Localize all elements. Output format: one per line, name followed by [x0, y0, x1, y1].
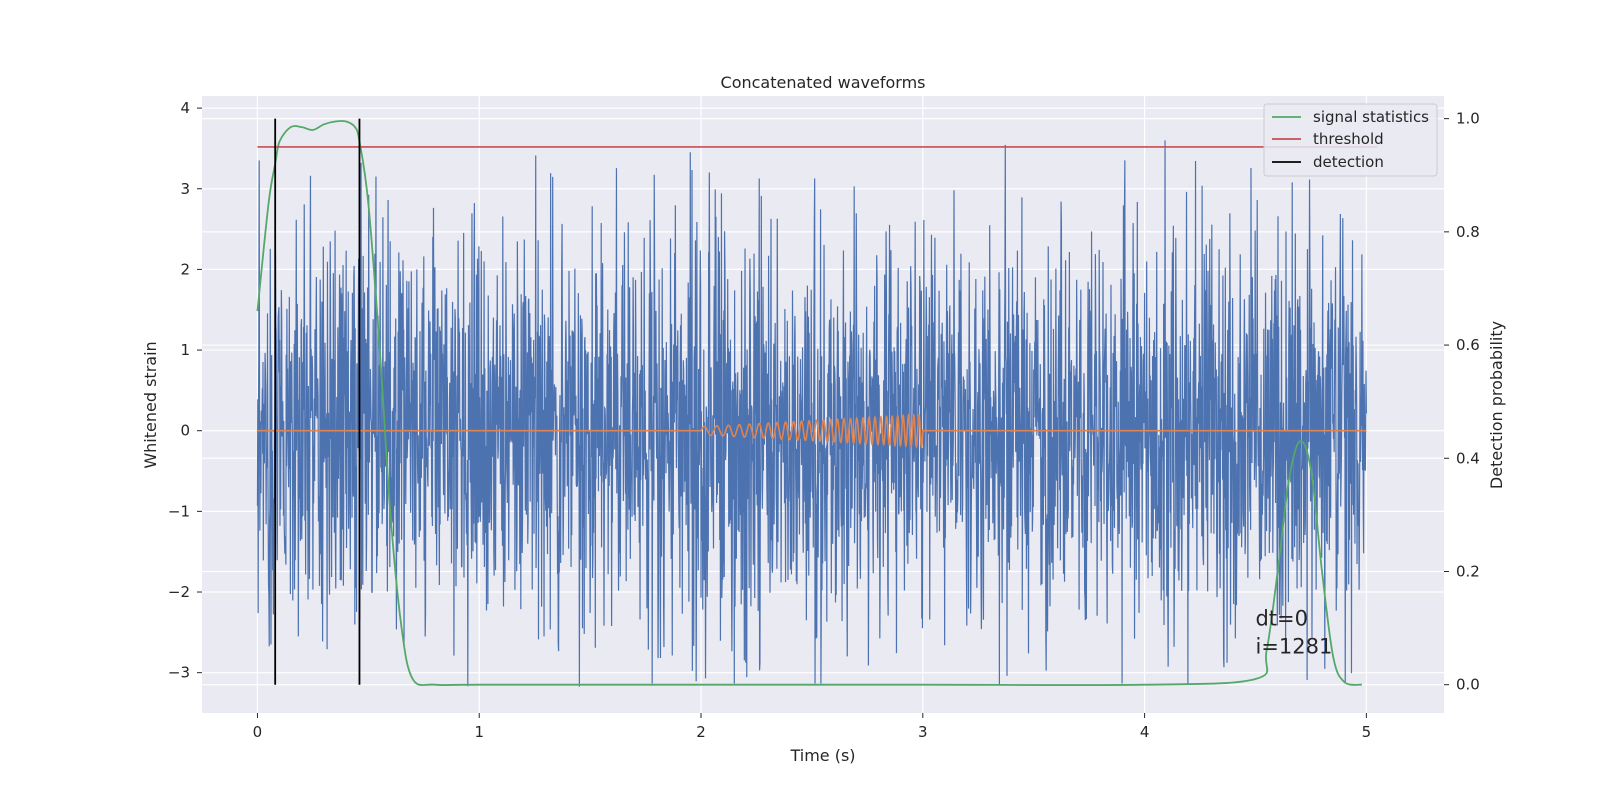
y-tick-label: −3 [168, 664, 190, 682]
annotation-dt: dt=0 [1255, 606, 1308, 630]
y-right-tick-label: 0.4 [1456, 449, 1480, 467]
series-whitened-noise [256, 140, 1367, 687]
y-tick-label: 2 [180, 260, 190, 278]
x-tick-label: 2 [696, 723, 706, 741]
ticks: 0 1 2 3 4 5 −3 −2 −1 0 1 2 3 4 0.0 0.2 0.4 0.6 0.8 1.0 [168, 99, 1480, 741]
legend-box [1263, 103, 1438, 177]
x-tick-label: 3 [918, 723, 928, 741]
x-axis-title: Time (s) [789, 746, 855, 765]
y-right-tick-label: 0.2 [1456, 562, 1480, 580]
legend: signal statistics threshold detection [1263, 103, 1438, 177]
x-tick-label: 4 [1140, 723, 1150, 741]
x-tick-label: 5 [1362, 723, 1372, 741]
annotations: dt=0 i=1281 [1255, 606, 1332, 658]
annotation-index: i=1281 [1255, 635, 1332, 659]
series-layer [256, 118, 1378, 687]
y-right-tick-label: 0.8 [1456, 223, 1480, 241]
y-axis-title: Whitened strain [141, 341, 160, 468]
y-tick-label: 1 [180, 341, 190, 359]
y-right-tick-label: 1.0 [1456, 110, 1480, 128]
series-signal-statistics [256, 120, 1363, 687]
y-tick-label: 0 [180, 422, 190, 440]
y-tick-label: 4 [180, 99, 190, 117]
legend-label-threshold: threshold [1313, 130, 1384, 148]
y-tick-label: −1 [168, 502, 190, 520]
legend-label-detection: detection [1313, 153, 1384, 171]
legend-label-signal-statistics: signal statistics [1313, 108, 1429, 126]
x-tick-label: 1 [474, 723, 484, 741]
y-tick-label: 3 [180, 180, 190, 198]
series-injected-chirp [257, 413, 1367, 450]
y-tick-label: −2 [168, 583, 190, 601]
y-right-tick-label: 0.0 [1456, 676, 1480, 694]
y-right-tick-label: 0.6 [1456, 336, 1480, 354]
chart-title: Concatenated waveforms [721, 73, 926, 92]
y-axis-right-title: Detection probability [1487, 321, 1506, 489]
x-tick-label: 0 [253, 723, 263, 741]
